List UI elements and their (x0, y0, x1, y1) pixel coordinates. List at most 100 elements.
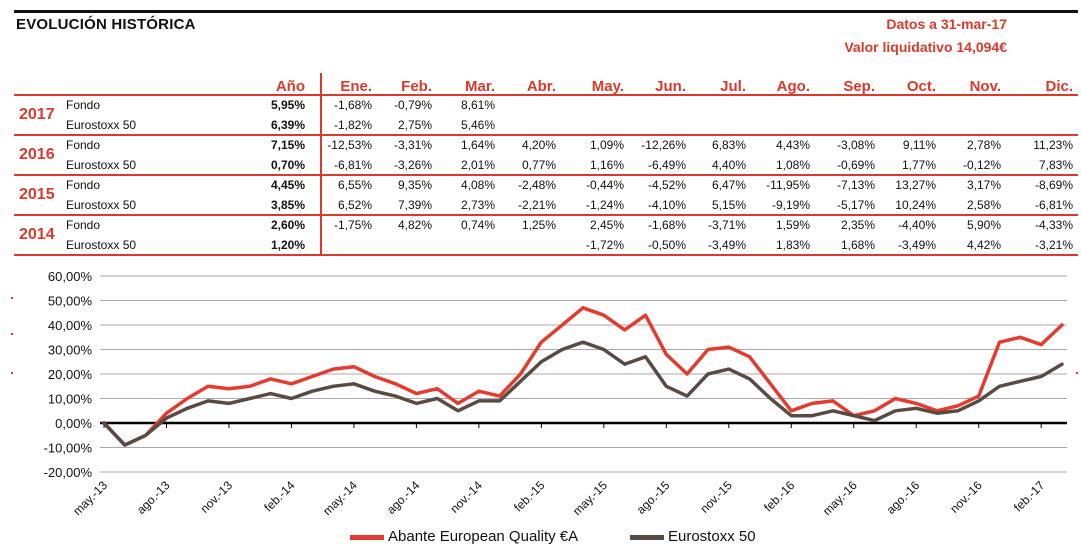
edge-mark (11, 297, 13, 299)
table-cell: -6,81% (333, 158, 372, 172)
y-tick-label: -20,00% (44, 465, 93, 480)
y-tick-label: 60,00% (48, 269, 93, 284)
column-header-11: Nov. (969, 78, 1001, 95)
performance-chart: 60,00% 50,00% 40,00% 30,00% 20,00% 10,00% 0,00… (11, 269, 1078, 518)
table-rule-2 (14, 174, 1078, 176)
header-rule (14, 10, 1078, 13)
x-tick-label: nov.-13 (198, 478, 236, 516)
table-cell: 9,35% (397, 178, 432, 192)
x-tick-label: may.-14 (320, 478, 360, 518)
y-tick-label: 40,00% (48, 318, 93, 333)
table-cell: 1,83% (775, 238, 810, 252)
table-cell: 1,77% (901, 158, 936, 172)
table-cell: 0,74% (460, 218, 495, 232)
table-cell: 1,20% (270, 238, 305, 252)
table-cell: 2,60% (270, 218, 305, 232)
column-header-7: Jul. (720, 78, 746, 95)
table-cell: 8,61% (460, 98, 495, 112)
table-cell: 5,15% (711, 198, 746, 212)
table-cell: 1,59% (775, 218, 810, 232)
table-cell: -3,49% (707, 238, 746, 252)
table-cell: 6,39% (270, 118, 305, 132)
row-label: Fondo (66, 218, 101, 232)
table-cell: -8,69% (1034, 178, 1073, 192)
table-cell: 1,08% (775, 158, 810, 172)
x-tick-label: feb.-14 (261, 478, 298, 515)
legend-label-fund: Abante European Quality €A (388, 528, 579, 545)
legend-item-fund: Abante European Quality €A (350, 528, 578, 545)
table-cell: 2,35% (840, 218, 875, 232)
table-cell: 4,82% (397, 218, 432, 232)
table-cell: 2,01% (460, 158, 495, 172)
column-header-5: May. (591, 78, 624, 95)
page-title: EVOLUCIÓN HISTÓRICA (16, 16, 196, 33)
table-cell: -3,49% (897, 238, 936, 252)
x-tick-label: feb.-16 (761, 478, 798, 515)
table-cell: -3,26% (393, 158, 432, 172)
row-label: Eurostoxx 50 (66, 198, 137, 212)
table-cell: -1,24% (585, 198, 624, 212)
table-rule-4 (14, 254, 1078, 256)
table-cell: 6,83% (711, 138, 746, 152)
table-cell: -3,31% (393, 138, 432, 152)
x-tick-label: feb.-17 (1011, 478, 1048, 515)
table-cell: -3,21% (1034, 238, 1073, 252)
table-cell: 2,78% (966, 138, 1001, 152)
year-label: 2017 (19, 106, 55, 123)
table-cell: 2,73% (460, 198, 495, 212)
table-cell: -12,53% (327, 138, 372, 152)
x-tick-label: ago.-15 (634, 478, 673, 517)
y-tick-label: 10,00% (48, 392, 93, 407)
table-cell: -4,33% (1034, 218, 1073, 232)
row-label: Fondo (66, 138, 101, 152)
table-cell: 5,95% (270, 98, 305, 112)
x-tick-label: may.-15 (570, 478, 610, 518)
table-cell: 2,58% (966, 198, 1001, 212)
row-label: Fondo (66, 98, 101, 112)
table-cell: -1,68% (333, 98, 372, 112)
table-cell: -3,08% (836, 138, 875, 152)
table-cell: 2,45% (589, 218, 624, 232)
x-tick-label: feb.-15 (511, 478, 548, 515)
table-cell: -0,12% (962, 158, 1001, 172)
y-tick-label: -10,00% (44, 441, 93, 456)
column-header-6: Jun. (655, 78, 686, 95)
table-cell: -4,52% (647, 178, 686, 192)
column-header-3: Mar. (464, 78, 495, 95)
row-label: Eurostoxx 50 (66, 238, 137, 252)
column-header-12: Dic. (1045, 78, 1073, 95)
column-header-8: Ago. (776, 78, 810, 95)
x-tick-label: ago.-16 (884, 478, 923, 517)
table-cell: 4,08% (460, 178, 495, 192)
table-cell: 1,25% (521, 218, 556, 232)
y-tick-label: 50,00% (48, 294, 93, 309)
table-cell: -12,26% (641, 138, 686, 152)
column-header-9: Sep. (843, 78, 875, 95)
y-tick-label: 0,00% (55, 416, 92, 431)
table-cell: 13,27% (895, 178, 936, 192)
table-cell: -1,68% (647, 218, 686, 232)
table-cell: 4,20% (521, 138, 556, 152)
table-rule-0 (14, 94, 1078, 96)
table-cell: 1,68% (840, 238, 875, 252)
table-cell: 9,11% (902, 138, 936, 152)
legend-swatch-fund (350, 534, 384, 540)
table-cell: -4,40% (897, 218, 936, 232)
table-cell: -0,79% (393, 98, 432, 112)
table-rule-3 (14, 214, 1078, 216)
year-label: 2014 (19, 226, 55, 243)
row-label: Eurostoxx 50 (66, 118, 137, 132)
table-cell: -1,82% (333, 118, 372, 132)
table-cell: 5,90% (966, 218, 1001, 232)
table-rule-1 (14, 134, 1078, 136)
table-cell: -1,75% (333, 218, 372, 232)
table-cell: 4,40% (711, 158, 746, 172)
x-tick-label: may.-13 (70, 478, 110, 518)
x-tick-label: nov.-16 (947, 478, 985, 516)
x-tick-label: nov.-14 (447, 478, 485, 516)
edge-mark (11, 333, 13, 335)
date-label: Datos a 31-mar-17 (886, 16, 1007, 32)
table-cell: -0,44% (585, 178, 624, 192)
year-label: 2015 (19, 186, 55, 203)
table-cell: -11,95% (766, 178, 810, 192)
